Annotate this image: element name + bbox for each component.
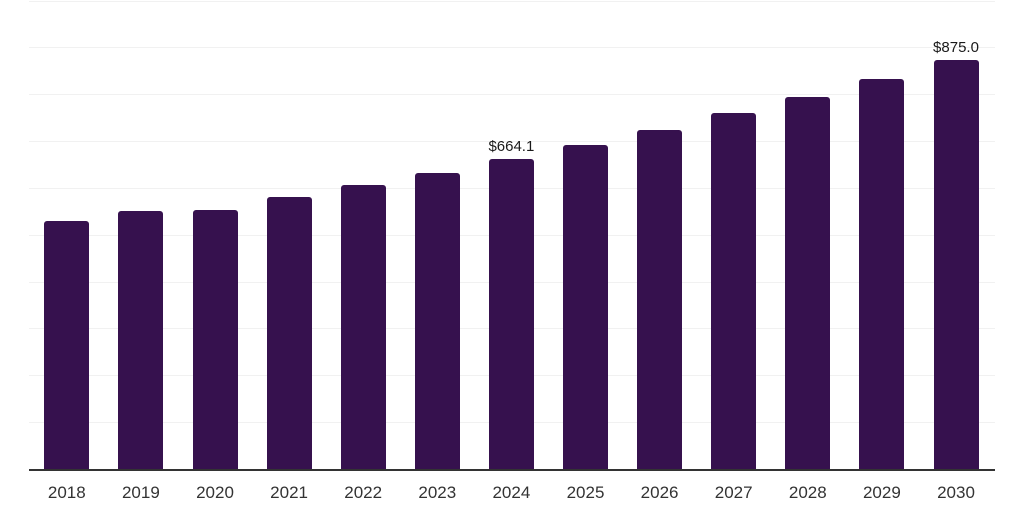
gridline: [29, 141, 995, 143]
bar-2021: [266, 197, 312, 470]
bar-2029: [859, 79, 905, 470]
bar-2027: [711, 113, 757, 470]
bar-value-label: $875.0: [933, 39, 979, 57]
bar-2028: [785, 97, 831, 470]
x-tick-label: 2025: [566, 483, 605, 502]
bar-2023: [414, 172, 460, 470]
x-tick-label: 2022: [344, 483, 383, 502]
gridline: [29, 47, 995, 49]
bar-2020: [192, 209, 238, 470]
x-axis-line: [29, 469, 995, 471]
x-tick-label: 2030: [937, 483, 975, 502]
bar-value-label: $664.1: [488, 137, 535, 155]
x-tick-label: 2018: [47, 483, 86, 502]
bar-2025: [563, 145, 608, 470]
x-tick-label: 2023: [418, 483, 457, 502]
x-tick-label: 2026: [640, 483, 679, 502]
x-tick-label: 2028: [788, 483, 827, 502]
x-tick-label: 2027: [714, 483, 753, 502]
plot-area: $664.1 $875.0: [29, 0, 995, 470]
x-tick-label: 2024: [492, 483, 531, 502]
bar-2030: [933, 60, 979, 470]
bar-2018: [44, 221, 90, 470]
gridline: [29, 0, 995, 2]
x-tick-label: 2021: [270, 483, 308, 502]
bar-2024: [488, 158, 534, 470]
bar-2019: [118, 210, 164, 470]
bar-2022: [340, 185, 386, 470]
x-tick-label: 2029: [862, 483, 901, 502]
bar-2026: [637, 129, 683, 470]
gridline: [29, 94, 995, 96]
x-tick-label: 2019: [121, 483, 160, 502]
x-tick-label: 2020: [196, 483, 234, 502]
